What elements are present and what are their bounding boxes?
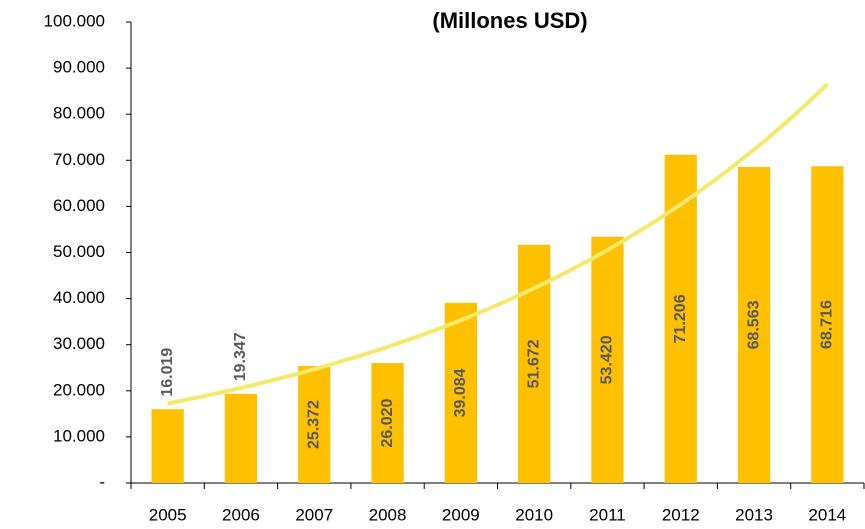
x-tick-label: 2013: [735, 505, 773, 524]
y-tick-label: 70.000: [53, 150, 105, 169]
y-tick-label: 30.000: [53, 334, 105, 353]
y-tick-label: 80.000: [53, 104, 105, 123]
bar: [224, 393, 258, 483]
y-tick-label: 10.000: [53, 426, 105, 445]
bar: [151, 409, 184, 483]
value-label: 19.347: [232, 332, 249, 381]
value-label: 53.420: [599, 335, 616, 384]
y-tick-label: -: [99, 472, 105, 491]
x-tick-label: 2008: [369, 505, 407, 524]
bar: [371, 363, 404, 483]
y-tick-label: 40.000: [53, 288, 105, 307]
x-tick-label: 2009: [442, 505, 480, 524]
x-tick-label: 2006: [222, 505, 260, 524]
bar: [298, 366, 331, 483]
value-label: 39.084: [452, 368, 469, 417]
value-label: 51.672: [525, 339, 542, 388]
chart-title: (Millones USD): [432, 8, 587, 33]
value-label: 68.716: [819, 300, 836, 349]
x-tick-label: 2007: [295, 505, 333, 524]
bar: [444, 302, 477, 483]
bar: [591, 236, 624, 483]
y-tick-label: 50.000: [53, 242, 105, 261]
value-label: 68.563: [745, 300, 762, 349]
x-tick-label: 2010: [515, 505, 553, 524]
y-tick-label: 20.000: [53, 380, 105, 399]
value-label: 25.372: [305, 400, 322, 449]
trendline: [167, 82, 829, 406]
x-tick-label: 2014: [808, 505, 846, 524]
x-tick-label: 2012: [662, 505, 700, 524]
y-tick-label: 90.000: [53, 58, 105, 77]
value-label: 26.020: [379, 398, 396, 447]
x-tick-label: 2011: [589, 505, 626, 524]
x-tick-label: 2005: [149, 505, 187, 524]
y-tick-label: 100.000: [44, 11, 105, 30]
value-label: 71.206: [672, 294, 689, 343]
bar: [737, 166, 771, 484]
value-label: 16.019: [159, 348, 176, 397]
y-tick-label: 60.000: [53, 196, 105, 215]
bar: [811, 166, 844, 483]
